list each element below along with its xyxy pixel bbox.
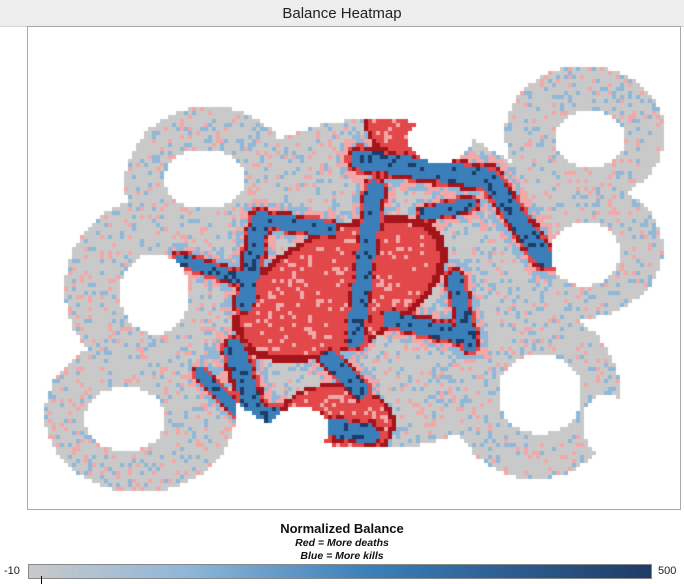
legend-title: Normalized Balance — [280, 521, 404, 536]
colorbar-min-label: -10 — [4, 565, 20, 577]
heatmap-panel[interactable] — [27, 26, 681, 510]
colorbar — [28, 564, 652, 579]
legend-note-red: Red = More deaths — [295, 537, 389, 549]
window-titlebar: Balance Heatmap — [0, 0, 684, 27]
balance-heatmap-canvas[interactable] — [28, 27, 680, 509]
colorbar-max-label: 500 — [658, 565, 677, 577]
colorbar-marker — [41, 576, 42, 584]
legend-note-blue: Blue = More kills — [300, 550, 384, 562]
window-title: Balance Heatmap — [282, 4, 402, 22]
